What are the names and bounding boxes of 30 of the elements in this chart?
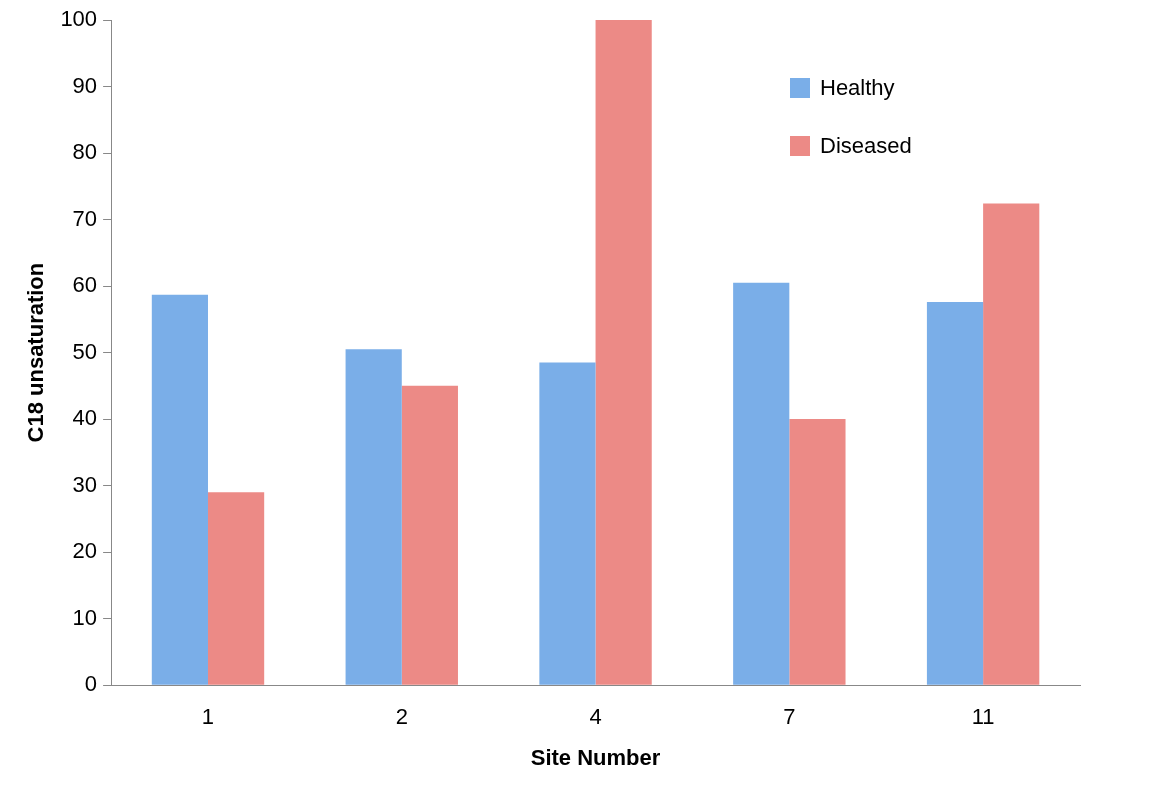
y-tick-label: 50 [72,338,98,364]
bar [539,362,596,685]
bar [595,20,652,685]
x-axis-title: Site Number [530,744,661,770]
x-tick-label: 7 [783,704,796,730]
y-axis-title: C18 unsaturation [23,262,49,443]
y-tick-label: 0 [84,671,98,697]
legend-label: Healthy [820,75,895,101]
bar [926,302,984,685]
bar [208,492,265,685]
y-tick-label: 20 [72,538,98,564]
bar [151,294,208,685]
bar [401,385,458,685]
x-tick-label: 1 [201,704,215,730]
legend-label: Diseased [820,133,912,159]
y-tick-label: 70 [72,205,98,231]
y-tick-label: 10 [72,604,98,630]
x-tick-label: 2 [395,704,408,730]
y-tick-label: 100 [60,6,98,32]
x-tick-label: 4 [589,704,602,730]
y-tick-label: 80 [72,139,98,165]
bar [733,282,790,685]
y-tick-label: 40 [72,405,98,431]
y-tick-label: 60 [72,272,98,298]
bar [345,349,402,685]
y-tick-label: 30 [72,471,98,497]
bar [789,419,846,685]
x-tick-label: 11 [971,704,995,730]
y-tick-label: 90 [72,72,98,98]
bar [983,203,1040,685]
